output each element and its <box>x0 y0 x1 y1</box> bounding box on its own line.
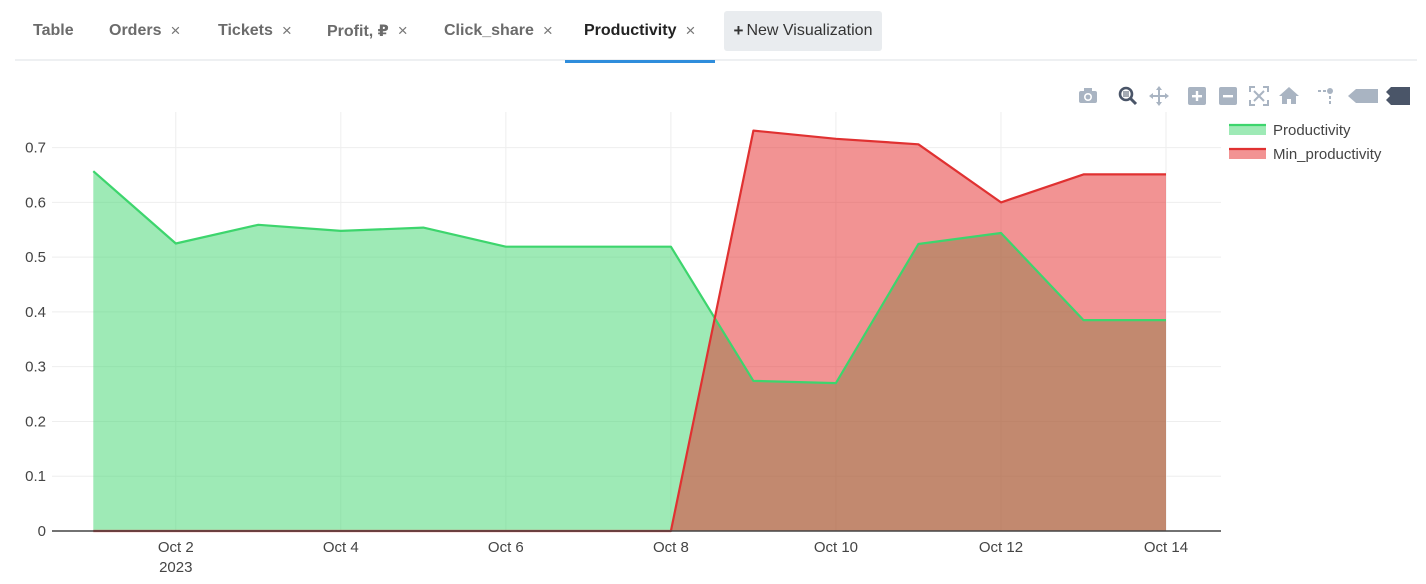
y-tick-label: 0.2 <box>25 413 46 430</box>
close-icon[interactable]: × <box>542 20 553 40</box>
y-tick-label: 0.1 <box>25 468 46 485</box>
legend[interactable]: Productivity Min_productivity <box>1229 122 1382 163</box>
y-axis-ticks: 0 0.1 0.2 0.3 0.4 0.5 0.6 0.7 <box>25 140 46 540</box>
plus-icon: + <box>733 21 744 40</box>
y-tick-label: 0 <box>38 523 46 540</box>
new-visualization-button[interactable]: + New Visualization <box>724 11 882 51</box>
legend-swatch <box>1229 149 1266 159</box>
tab-profit[interactable]: Profit, ₽ × <box>327 0 408 61</box>
legend-label: Min_productivity <box>1273 146 1382 163</box>
x-tick-label: Oct 4 <box>323 539 359 556</box>
hover-compare-icon[interactable] <box>1384 84 1412 108</box>
tab-label: Tickets <box>218 21 273 39</box>
tab-orders[interactable]: Orders × <box>109 0 180 61</box>
pan-icon[interactable] <box>1147 84 1171 108</box>
series-areas <box>93 130 1166 531</box>
tab-table[interactable]: Table <box>33 0 74 61</box>
zoom-in-icon[interactable] <box>1185 84 1209 108</box>
close-icon[interactable]: × <box>685 20 696 40</box>
x-tick-label: Oct 2 <box>158 539 194 556</box>
close-icon[interactable]: × <box>170 20 181 40</box>
x-tick-label: Oct 14 <box>1144 539 1188 556</box>
series-area <box>93 130 1166 531</box>
close-icon[interactable]: × <box>397 20 408 40</box>
zoom-icon[interactable] <box>1116 84 1140 108</box>
tab-label: Table <box>33 21 74 39</box>
legend-swatch <box>1229 125 1266 135</box>
tab-label: Click_share <box>444 21 534 39</box>
y-tick-label: 0.4 <box>25 304 46 321</box>
series-line <box>92 170 1166 385</box>
reset-axes-icon[interactable] <box>1277 84 1301 108</box>
tab-bar: Table Orders × Tickets × Profit, ₽ × Cli… <box>15 0 1417 63</box>
tab-label: Orders <box>109 21 162 39</box>
tab-label: Productivity <box>584 21 677 39</box>
spike-lines-icon[interactable] <box>1314 84 1338 108</box>
camera-icon[interactable] <box>1076 84 1100 108</box>
y-tick-label: 0.3 <box>25 359 46 376</box>
close-icon[interactable]: × <box>281 20 292 40</box>
x-tick-label: Oct 12 <box>979 539 1023 556</box>
legend-label: Productivity <box>1273 122 1351 139</box>
y-tick-label: 0.7 <box>25 140 46 157</box>
tab-label: Profit, ₽ <box>327 22 389 40</box>
tab-tickets[interactable]: Tickets × <box>218 0 292 61</box>
y-tick-label: 0.6 <box>25 194 46 211</box>
x-axis-ticks: Oct 2 2023 Oct 4 Oct 6 Oct 8 Oct 10 Oct 12 Oct … <box>158 539 1188 576</box>
x-tick-label: Oct 10 <box>814 539 858 556</box>
hover-closest-icon[interactable] <box>1346 84 1380 108</box>
y-tick-label: 0.5 <box>25 249 46 266</box>
zoom-out-icon[interactable] <box>1216 84 1240 108</box>
tab-click-share[interactable]: Click_share × <box>444 0 553 61</box>
tab-productivity[interactable]: Productivity × <box>564 0 716 63</box>
autoscale-icon[interactable] <box>1247 84 1271 108</box>
x-tick-year-label: 2023 <box>159 559 192 576</box>
x-tick-label: Oct 6 <box>488 539 524 556</box>
new-visualization-label: New Visualization <box>746 22 873 39</box>
x-tick-label: Oct 8 <box>653 539 689 556</box>
